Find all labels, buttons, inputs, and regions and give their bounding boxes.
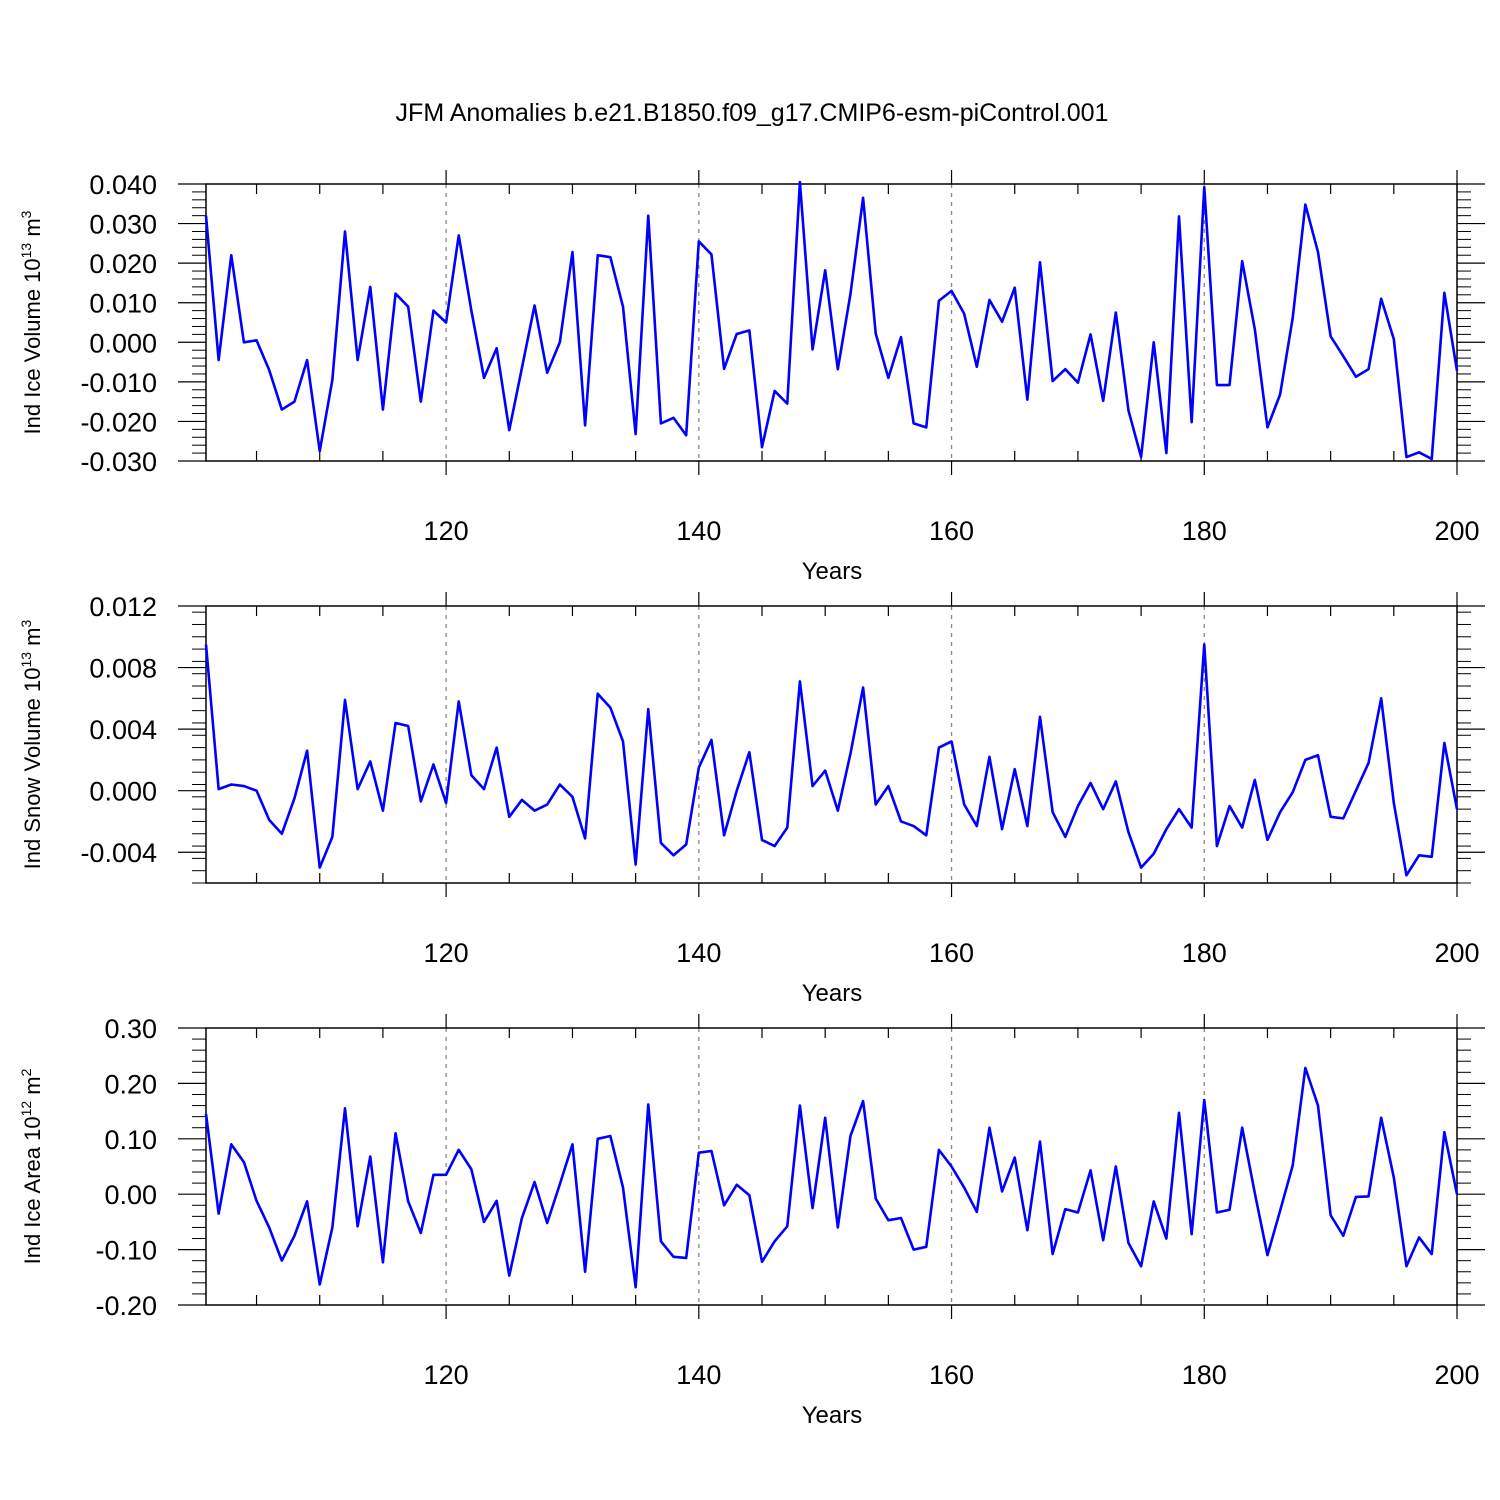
plot-frame (205, 1027, 1458, 1306)
y-tick-label: -0.10 (95, 1236, 157, 1266)
x-tick-label: 120 (424, 516, 469, 546)
series-line-ice-area (204, 1066, 1459, 1289)
x-axis-label: Years (802, 980, 863, 1007)
x-tick-label: 200 (1434, 938, 1479, 968)
x-tick-label: 160 (929, 938, 974, 968)
y-tick-label: 0.30 (104, 1014, 157, 1044)
y-tick-label: -0.020 (80, 407, 157, 437)
plot-frame (205, 183, 1458, 462)
chart-ice-volume: 120 140 160 180 200 -0.030 -0.020 -0.010 0.000 0.… (18, 170, 1485, 585)
y-tick-label: 0.000 (89, 328, 157, 358)
y-tick-label: -0.20 (95, 1291, 157, 1321)
y-axis-label: Ind Snow Volume 1013 m3 (18, 619, 45, 869)
y-tick-label: 0.10 (104, 1125, 157, 1155)
y-axis-label: Ind Ice Area 1012 m2 (18, 1068, 45, 1264)
chart-snow-volume: 120 140 160 180 200 -0.004 0.000 0.004 0.008 0.01… (18, 592, 1485, 1007)
plot-frame (205, 605, 1458, 884)
chart-ice-area: 120 140 160 180 200 -0.20 -0.10 0.00 0.10 0.20 0.3… (18, 1014, 1485, 1429)
y-axis-label: Ind Ice Volume 1013 m3 (18, 210, 45, 434)
x-tick-label: 120 (424, 1360, 469, 1390)
x-tick-label: 140 (676, 516, 721, 546)
x-tick-label: 120 (424, 938, 469, 968)
x-tick-label: 180 (1182, 938, 1227, 968)
y-tick-label: -0.004 (80, 838, 157, 868)
panels: 120 140 160 180 200 -0.030 -0.020 -0.010 0.000 0.… (18, 170, 1485, 1429)
y-tick-label: 0.040 (89, 170, 157, 200)
x-tick-label: 140 (676, 1360, 721, 1390)
y-tick-label: -0.010 (80, 368, 157, 398)
figure-title: JFM Anomalies b.e21.B1850.f09_g17.CMIP6-… (396, 99, 1109, 127)
y-tick-label: 0.030 (89, 210, 157, 240)
y-tick-label: 0.008 (89, 654, 157, 684)
x-tick-label: 200 (1434, 1360, 1479, 1390)
y-tick-label: 0.20 (104, 1069, 157, 1099)
y-tick-label: 0.012 (89, 592, 157, 622)
x-tick-label: 160 (929, 516, 974, 546)
x-tick-label: 160 (929, 1360, 974, 1390)
series-line-snow-volume (204, 643, 1459, 877)
x-tick-label: 140 (676, 938, 721, 968)
y-tick-label: 0.000 (89, 777, 157, 807)
y-tick-label: -0.030 (80, 447, 157, 477)
y-tick-label: 0.010 (89, 289, 157, 319)
y-tick-label: 0.004 (89, 715, 157, 745)
x-tick-label: 180 (1182, 516, 1227, 546)
x-axis-label: Years (802, 1402, 863, 1429)
series-line-ice-volume (204, 180, 1459, 461)
x-axis-label: Years (802, 558, 863, 585)
x-tick-label: 180 (1182, 1360, 1227, 1390)
y-tick-label: 0.00 (104, 1180, 157, 1210)
x-tick-label: 200 (1434, 516, 1479, 546)
y-tick-label: 0.020 (89, 249, 157, 279)
